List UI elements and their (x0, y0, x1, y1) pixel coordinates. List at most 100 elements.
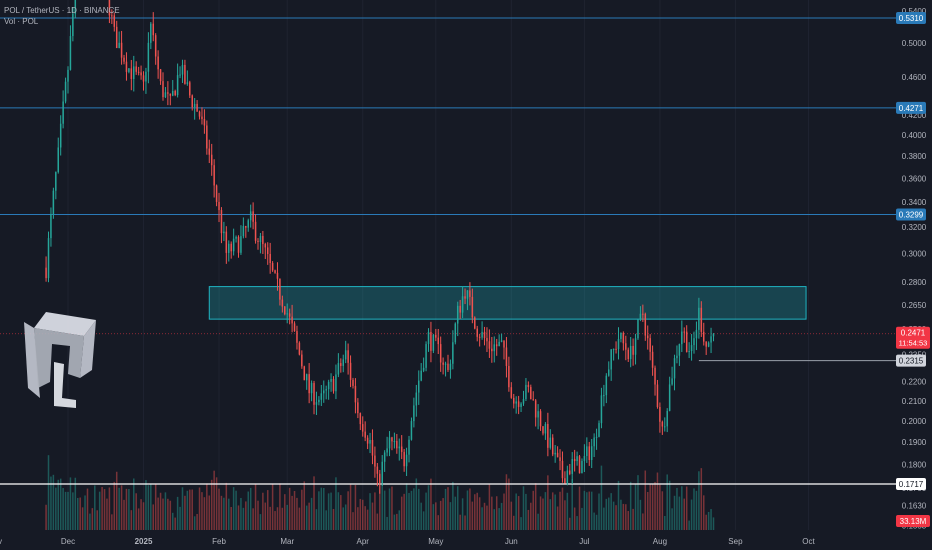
candle-body (171, 90, 174, 96)
candle-body (281, 299, 284, 307)
volume-bar (111, 514, 113, 530)
volume-bar (257, 500, 259, 530)
candle-body (710, 336, 712, 343)
candle-body (305, 374, 308, 381)
volume-bar (276, 507, 279, 530)
volume-bar (81, 507, 84, 530)
level-badge-text: 0.3299 (899, 210, 924, 219)
volume-bar (101, 486, 103, 530)
candle-body (644, 313, 647, 336)
symbol-title[interactable]: POL / TetherUS · 1D · BINANCE (4, 6, 120, 15)
candle-body (388, 437, 391, 449)
candle-body (493, 344, 496, 352)
volume-bar (639, 499, 642, 530)
volume-bar (349, 484, 352, 530)
candle-body (668, 384, 671, 411)
volume-bar (271, 484, 274, 530)
volume-bar (464, 515, 466, 530)
x-tick-label: Mar (280, 537, 294, 546)
volume-bar (712, 517, 715, 530)
candle-body (454, 323, 457, 343)
volume-bar (537, 513, 539, 530)
volume-bar (106, 498, 108, 530)
candle-body (556, 452, 559, 458)
volume-bar (308, 502, 310, 530)
volume-bar (89, 513, 91, 530)
volume-bar (444, 488, 447, 530)
candle-body (232, 238, 235, 252)
volume-badge-text: 33.13M (900, 517, 927, 526)
candle-body (393, 440, 396, 442)
volume-bar (264, 502, 267, 530)
candle-body (537, 411, 539, 418)
volume-bar (225, 482, 228, 530)
candle-body (595, 436, 598, 438)
volume-bar (598, 493, 600, 530)
price-badges: 0.5310 0.4271 0.3299 0.2315 0.1717 0.247111:5… (896, 12, 930, 527)
volume-bar (673, 495, 676, 530)
y-tick-label: 0.2100 (902, 397, 927, 406)
y-tick-label: 0.3800 (902, 152, 927, 161)
volume-bar (252, 508, 254, 530)
volume-bar (133, 478, 135, 530)
volume-bar (303, 481, 306, 530)
volume-bar (644, 470, 647, 530)
candle-body (342, 359, 345, 366)
volume-bar (420, 502, 422, 530)
candle-body (230, 243, 232, 252)
candle-body (515, 401, 517, 404)
level-badge (896, 478, 926, 490)
candle-body (444, 363, 447, 365)
candle-body (410, 421, 413, 440)
volume-bar (600, 465, 603, 530)
candle-body (154, 35, 157, 57)
volume-indicator-label[interactable]: Vol · POL (4, 17, 39, 26)
candle-body (181, 64, 184, 75)
volume-bar (361, 499, 364, 530)
candle-body (420, 370, 422, 381)
candle-body (432, 334, 435, 351)
volume-bar (466, 490, 469, 530)
volume-bar (398, 510, 401, 530)
volume-bar (98, 491, 101, 530)
candle-body (120, 42, 123, 58)
candle-body (422, 367, 425, 371)
volume-bar (498, 508, 500, 530)
candle-body (330, 378, 332, 382)
volume-bar (52, 474, 55, 530)
volume-bar (668, 480, 671, 530)
volume-bar (659, 484, 661, 530)
candle-body (478, 336, 481, 338)
volume-bar (374, 492, 376, 530)
volume-bar (223, 497, 225, 530)
candle-body (335, 374, 337, 392)
volume-bar (115, 471, 118, 530)
candle-body (654, 367, 656, 385)
volume-bar (625, 504, 627, 530)
candle-body (213, 165, 215, 186)
candle-body (108, 0, 111, 16)
x-tick-label: Aug (653, 537, 667, 546)
candle-body (113, 15, 116, 27)
candle-body (656, 384, 659, 407)
volume-bar (410, 490, 413, 530)
volume-bar (113, 481, 116, 530)
volume-bar (379, 483, 381, 530)
volume-bar (493, 509, 496, 530)
candle-body (627, 349, 629, 360)
volume-bar (651, 483, 654, 530)
volume-bar (488, 484, 491, 530)
candle-body (245, 226, 247, 228)
x-tick-label: Apr (357, 537, 370, 546)
volume-bar (381, 482, 383, 530)
candle-body (452, 342, 454, 364)
candle-body (505, 347, 508, 366)
candle-body (659, 406, 661, 422)
volume-bar (654, 481, 656, 530)
volume-bar (281, 507, 284, 530)
candle-body (466, 290, 469, 299)
candle-body (301, 354, 303, 367)
level-badge-text: 0.1717 (899, 480, 924, 489)
candle-body (600, 395, 603, 424)
